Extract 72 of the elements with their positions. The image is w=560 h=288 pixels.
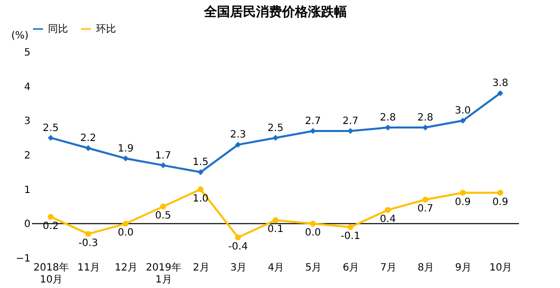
data-label: 2.8 [417, 112, 434, 124]
point [497, 190, 504, 196]
data-label: -0.3 [78, 238, 98, 249]
x-tick-label: 12月 [114, 262, 138, 274]
point [85, 231, 92, 237]
x-tick-label: 8月 [418, 262, 434, 274]
point [85, 145, 92, 152]
point [497, 90, 504, 96]
data-label: 2.2 [80, 133, 96, 144]
data-label: 0.4 [380, 214, 396, 225]
data-label: 0.9 [492, 196, 508, 208]
data-label: -0.4 [228, 241, 248, 252]
y-tick-label: 4 [24, 82, 30, 93]
x-tick-label: 3月 [230, 262, 247, 274]
x-tick-label: 10月 [489, 262, 512, 274]
data-label: 2.7 [342, 116, 358, 127]
data-label: 0.5 [155, 210, 172, 222]
x-tick-label: 7月 [380, 262, 397, 274]
point [422, 196, 428, 203]
data-label: 2.5 [42, 122, 59, 134]
data-label: 3.8 [492, 78, 508, 90]
point [160, 162, 166, 168]
x-tick-label: 4月 [268, 262, 284, 274]
x-tick-label: 9月 [455, 262, 472, 274]
data-label: 0.1 [268, 224, 284, 236]
point [122, 155, 129, 162]
point [272, 134, 278, 141]
x-tick-label: 11月 [77, 262, 100, 274]
data-label: 2.8 [380, 112, 396, 124]
x-tick-label: 2018年 10月 [34, 262, 69, 286]
point [160, 204, 166, 210]
data-label: -0.1 [340, 231, 360, 242]
point [460, 118, 466, 124]
x-tick-label: 5月 [305, 262, 322, 274]
point [272, 217, 278, 224]
y-tick-label: 2 [24, 150, 30, 162]
data-label: 1.5 [192, 157, 209, 168]
point [198, 186, 204, 192]
y-tick-label: 1 [24, 184, 30, 196]
data-label: 1.7 [155, 150, 172, 162]
data-label: 0.0 [118, 228, 134, 239]
point [122, 220, 129, 227]
point [198, 169, 204, 176]
data-label: 2.3 [230, 130, 246, 141]
point [48, 134, 54, 141]
point [310, 220, 316, 227]
y-tick-label: 5 [24, 48, 30, 58]
data-label: 2.5 [268, 122, 284, 134]
y-tick-label: 3 [24, 116, 30, 128]
point [460, 190, 466, 196]
y-axis-title: (%) [11, 30, 29, 42]
data-label: 1.9 [118, 143, 134, 154]
x-tick-label: 2019年 1月 [146, 262, 182, 286]
point [235, 142, 241, 148]
data-label: 3.0 [454, 106, 471, 117]
point [235, 234, 241, 240]
legend-label: 环比 [96, 23, 116, 35]
point [384, 206, 391, 213]
chart-title: 全国居民消费价格涨跌幅 [203, 5, 347, 20]
y-tick-label: 0 [24, 219, 30, 230]
x-tick-label: 2月 [192, 262, 210, 274]
legend-label: 同比 [48, 23, 68, 35]
data-label: 2.7 [305, 116, 321, 127]
data-label: 0.0 [305, 228, 321, 239]
y-tick-label: −1 [16, 254, 30, 264]
point [48, 214, 54, 220]
point [347, 224, 354, 230]
data-label: 0.7 [417, 204, 434, 215]
x-tick-label: 6月 [342, 262, 360, 274]
data-label: 1.0 [192, 193, 209, 204]
data-label: 0.9 [454, 196, 471, 208]
data-label: 0.2 [42, 220, 59, 232]
